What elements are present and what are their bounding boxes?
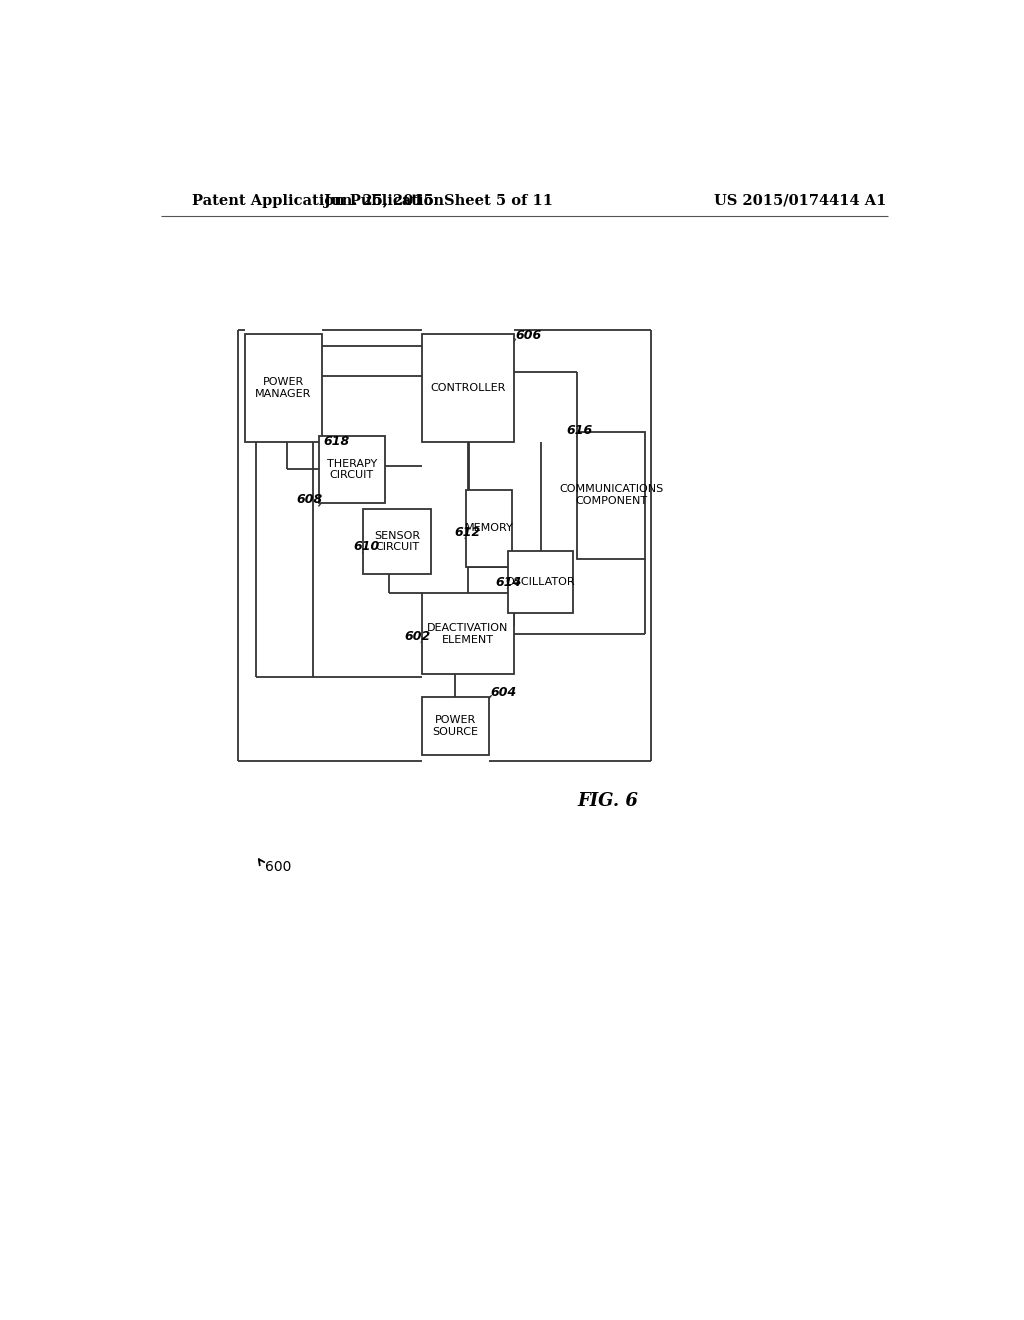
Text: 612: 612 xyxy=(454,525,480,539)
Text: SENSOR
CIRCUIT: SENSOR CIRCUIT xyxy=(374,531,420,552)
Text: COMMUNICATIONS
COMPONENT: COMMUNICATIONS COMPONENT xyxy=(559,484,664,506)
Bar xyxy=(508,552,573,612)
Text: OSCILLATOR: OSCILLATOR xyxy=(506,577,575,587)
Text: 608: 608 xyxy=(296,494,323,507)
Text: 600: 600 xyxy=(265,859,292,874)
Text: 614: 614 xyxy=(496,576,522,589)
Bar xyxy=(578,432,645,558)
Text: THERAPY
CIRCUIT: THERAPY CIRCUIT xyxy=(327,458,377,480)
Text: 610: 610 xyxy=(354,540,380,553)
Text: 616: 616 xyxy=(566,424,593,437)
Text: Jun. 25, 2015  Sheet 5 of 11: Jun. 25, 2015 Sheet 5 of 11 xyxy=(324,194,553,207)
Text: POWER
MANAGER: POWER MANAGER xyxy=(255,378,311,399)
Text: 606: 606 xyxy=(515,330,542,342)
Text: 604: 604 xyxy=(490,686,516,698)
Text: MEMORY: MEMORY xyxy=(465,523,513,533)
Text: POWER
SOURCE: POWER SOURCE xyxy=(432,715,478,737)
Text: Patent Application Publication: Patent Application Publication xyxy=(193,194,444,207)
Text: FIG. 6: FIG. 6 xyxy=(578,792,638,810)
Text: CONTROLLER: CONTROLLER xyxy=(430,383,506,393)
Bar xyxy=(422,594,514,675)
Bar xyxy=(245,334,322,442)
Bar xyxy=(422,334,514,442)
Text: 618: 618 xyxy=(323,434,349,447)
Text: US 2015/0174414 A1: US 2015/0174414 A1 xyxy=(715,194,887,207)
Bar xyxy=(319,436,385,503)
Text: 602: 602 xyxy=(403,630,430,643)
Bar xyxy=(422,697,488,755)
Text: DEACTIVATION
ELEMENT: DEACTIVATION ELEMENT xyxy=(427,623,509,644)
Bar xyxy=(466,490,512,566)
Bar xyxy=(364,508,431,574)
